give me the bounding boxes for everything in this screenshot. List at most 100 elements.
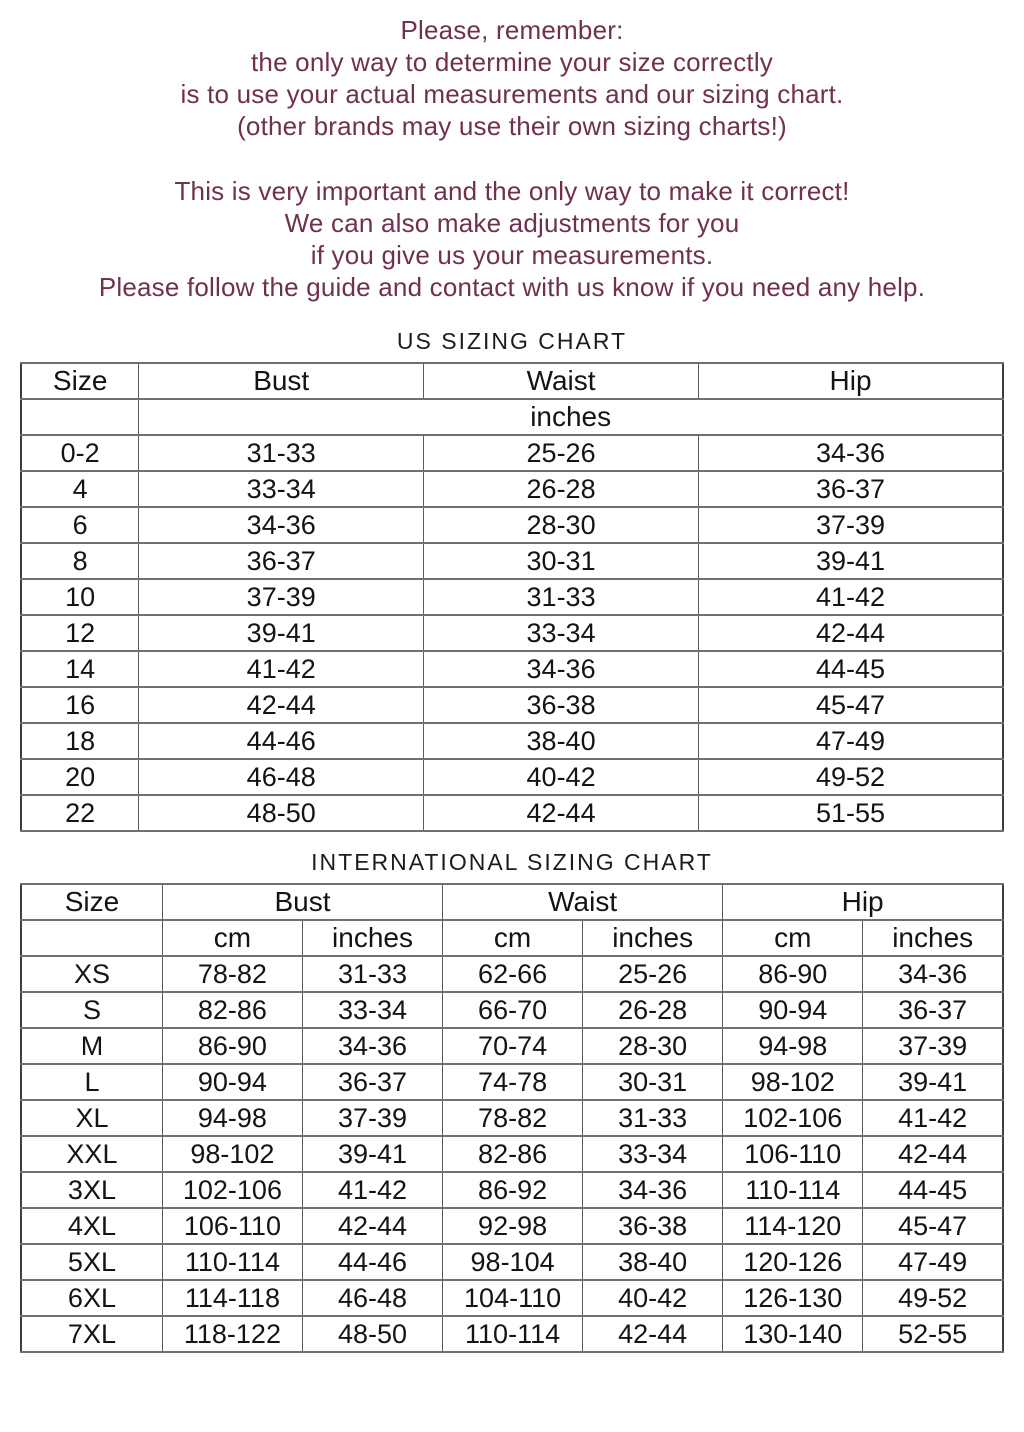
us-table-cell: 22 xyxy=(20,794,140,832)
us-table-cell: 39-41 xyxy=(698,542,1004,580)
us-table-cell: 47-49 xyxy=(698,722,1004,760)
us-table-cell: 44-45 xyxy=(698,650,1004,688)
intl-table-cell: M xyxy=(20,1027,163,1065)
us-table-cell: 6 xyxy=(20,506,140,544)
intro-line: the only way to determine your size corr… xyxy=(251,47,773,77)
us-table-cell: 30-31 xyxy=(423,542,700,580)
intro-block-2: This is very important and the only way … xyxy=(0,175,1024,303)
intl-table-cell: 42-44 xyxy=(582,1315,724,1353)
us-table-cell: 26-28 xyxy=(423,470,700,508)
intl-table-cell: 34-36 xyxy=(862,955,1004,993)
intl-table-cell: 48-50 xyxy=(301,1315,444,1353)
intl-table-cell: 30-31 xyxy=(582,1063,724,1101)
intro-line: We can also make adjustments for you xyxy=(284,208,740,238)
intl-table-cell: 45-47 xyxy=(862,1207,1004,1245)
us-table-cell: 34-36 xyxy=(138,506,425,544)
intl-table-cell: S xyxy=(20,991,163,1029)
intl-table-cell: 120-126 xyxy=(722,1243,864,1281)
intl-table-cell: 94-98 xyxy=(722,1027,864,1065)
us-units-row: inches xyxy=(20,398,1004,436)
us-table-cell: 8 xyxy=(20,542,140,580)
intl-table-row: XL 94-98 37-39 78-82 31-33 102-106 41-42 xyxy=(20,1099,1004,1137)
intro-text: Please, remember: the only way to determ… xyxy=(0,14,1024,303)
us-table-cell: 31-33 xyxy=(138,434,425,472)
us-chart-title: US SIZING CHART xyxy=(396,328,628,354)
intl-header-row: Size Bust Waist Hip xyxy=(20,883,1004,921)
intl-table-cell: 114-118 xyxy=(161,1279,303,1317)
us-table-row: 12 39-41 33-34 42-44 xyxy=(20,614,1004,652)
us-table-row: 16 42-44 36-38 45-47 xyxy=(20,686,1004,724)
intl-table-cell: 28-30 xyxy=(582,1027,724,1065)
us-table-cell: 46-48 xyxy=(138,758,425,796)
us-table-cell: 34-36 xyxy=(423,650,700,688)
intl-table-cell: 36-37 xyxy=(301,1063,444,1101)
intl-table-cell: 62-66 xyxy=(442,955,584,993)
us-table-cell: 34-36 xyxy=(698,434,1004,472)
us-col-header-bust: Bust xyxy=(138,362,425,400)
intl-table-cell: XL xyxy=(20,1099,163,1137)
us-table-cell: 10 xyxy=(20,578,140,616)
intl-table-cell: 98-102 xyxy=(722,1063,864,1101)
us-table-cell: 42-44 xyxy=(138,686,425,724)
intl-table-cell: 74-78 xyxy=(442,1063,584,1101)
intl-table-row: L 90-94 36-37 74-78 30-31 98-102 39-41 xyxy=(20,1063,1004,1101)
intl-col-header-waist: Waist xyxy=(442,883,724,921)
intl-table-cell: 90-94 xyxy=(722,991,864,1029)
intl-table-row: M 86-90 34-36 70-74 28-30 94-98 37-39 xyxy=(20,1027,1004,1065)
intl-units-row: cm inches cm inches cm inches xyxy=(20,919,1004,957)
intl-table-cell: 37-39 xyxy=(301,1099,444,1137)
intl-table-cell: 47-49 xyxy=(862,1243,1004,1281)
us-table-cell: 0-2 xyxy=(20,434,140,472)
intl-table-cell: 31-33 xyxy=(582,1099,724,1137)
intl-table-cell: 38-40 xyxy=(582,1243,724,1281)
us-table-cell: 42-44 xyxy=(698,614,1004,652)
intl-table-cell: 102-106 xyxy=(161,1171,303,1209)
intl-table-cell: 39-41 xyxy=(301,1135,444,1173)
intl-table-row: 5XL 110-114 44-46 98-104 38-40 120-126 47-49 xyxy=(20,1243,1004,1281)
us-table-cell: 14 xyxy=(20,650,140,688)
intl-table-cell: 66-70 xyxy=(442,991,584,1029)
intl-table-cell: 33-34 xyxy=(582,1135,724,1173)
intl-table-cell: 106-110 xyxy=(722,1135,864,1173)
intro-line: This is very important and the only way … xyxy=(174,176,850,206)
us-table-cell: 37-39 xyxy=(138,578,425,616)
intl-table-row: XS 78-82 31-33 62-66 25-26 86-90 34-36 xyxy=(20,955,1004,993)
intl-table-cell: 36-38 xyxy=(582,1207,724,1245)
intl-table-cell: 4XL xyxy=(20,1207,163,1245)
intl-table-cell: 78-82 xyxy=(161,955,303,993)
intro-line: is to use your actual measurements and o… xyxy=(180,79,844,109)
intl-table-cell: 42-44 xyxy=(301,1207,444,1245)
intl-table-cell: 39-41 xyxy=(862,1063,1004,1101)
intro-line: Please, remember: xyxy=(400,15,624,45)
intl-table-cell: 41-42 xyxy=(301,1171,444,1209)
intl-table-cell: 44-46 xyxy=(301,1243,444,1281)
us-table-body: 0-2 31-33 25-26 34-36 4 33-34 26-28 36-37 6 34-36… xyxy=(20,434,1004,832)
intl-table-cell: 34-36 xyxy=(301,1027,444,1065)
intl-table-cell: 82-86 xyxy=(442,1135,584,1173)
intl-table-cell: 42-44 xyxy=(862,1135,1004,1173)
intl-table-body: XS 78-82 31-33 62-66 25-26 86-90 34-36 S 82-86 33… xyxy=(20,955,1004,1353)
intl-table-cell: L xyxy=(20,1063,163,1101)
intl-table-cell: 31-33 xyxy=(301,955,444,993)
intl-table-cell: 6XL xyxy=(20,1279,163,1317)
us-table-row: 4 33-34 26-28 36-37 xyxy=(20,470,1004,508)
intl-table-cell: 86-90 xyxy=(161,1027,303,1065)
intl-chart-title: INTERNATIONAL SIZING CHART xyxy=(311,849,713,875)
us-col-header-hip: Hip xyxy=(698,362,1004,400)
intl-table-cell: 5XL xyxy=(20,1243,163,1281)
us-header-row: Size Bust Waist Hip xyxy=(20,362,1004,400)
intl-table-row: S 82-86 33-34 66-70 26-28 90-94 36-37 xyxy=(20,991,1004,1029)
us-table-cell: 28-30 xyxy=(423,506,700,544)
intl-table-row: 4XL 106-110 42-44 92-98 36-38 114-120 45-47 xyxy=(20,1207,1004,1245)
intl-table-cell: 110-114 xyxy=(722,1171,864,1209)
intl-table-cell: 41-42 xyxy=(862,1099,1004,1137)
sizing-guide-page: Please, remember: the only way to determ… xyxy=(0,14,1024,1353)
intl-table-cell: 34-36 xyxy=(582,1171,724,1209)
us-table-cell: 20 xyxy=(20,758,140,796)
intl-table-cell: 82-86 xyxy=(161,991,303,1029)
intl-table-cell: 86-92 xyxy=(442,1171,584,1209)
us-table-cell: 48-50 xyxy=(138,794,425,832)
intl-table-cell: 26-28 xyxy=(582,991,724,1029)
intl-table-cell: 110-114 xyxy=(161,1243,303,1281)
us-table-row: 8 36-37 30-31 39-41 xyxy=(20,542,1004,580)
